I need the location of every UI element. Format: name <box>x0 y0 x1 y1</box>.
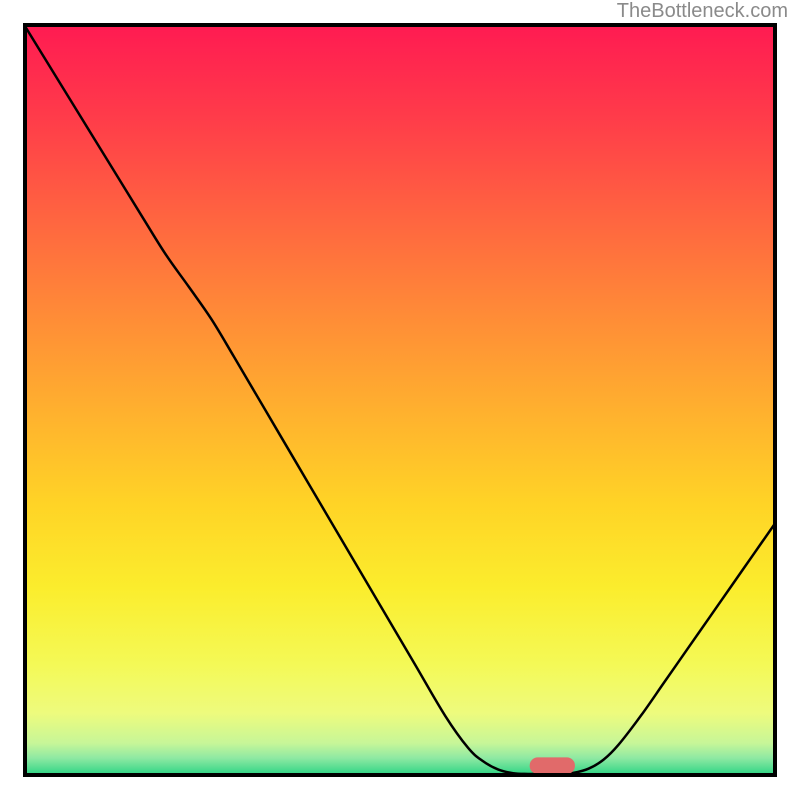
bottleneck-curve <box>23 23 777 774</box>
chart-plot <box>23 23 777 777</box>
watermark-text: TheBottleneck.com <box>617 0 788 23</box>
optimal-marker <box>530 757 575 774</box>
plot-frame <box>25 25 775 775</box>
chart-container: TheBottleneck.com <box>0 0 800 800</box>
